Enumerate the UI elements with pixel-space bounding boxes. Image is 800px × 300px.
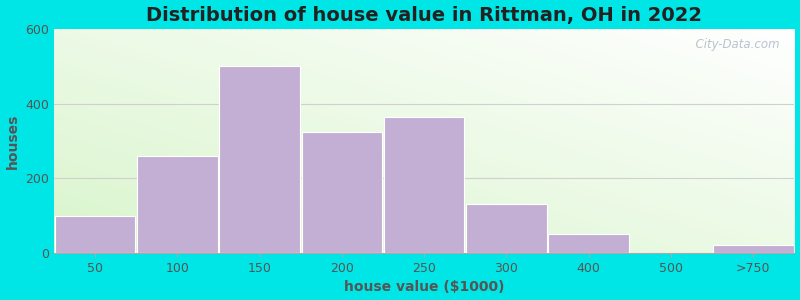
Title: Distribution of house value in Rittman, OH in 2022: Distribution of house value in Rittman, … [146,6,702,25]
Bar [54,215,135,253]
Bar [137,156,218,253]
Bar [713,245,794,253]
Bar [219,66,300,253]
Bar [302,131,382,253]
Bar [384,117,465,253]
X-axis label: house value ($1000): house value ($1000) [344,280,504,294]
Text: City-Data.com: City-Data.com [688,38,780,51]
Bar [549,234,629,253]
Y-axis label: houses: houses [6,113,19,169]
Bar [466,204,546,253]
